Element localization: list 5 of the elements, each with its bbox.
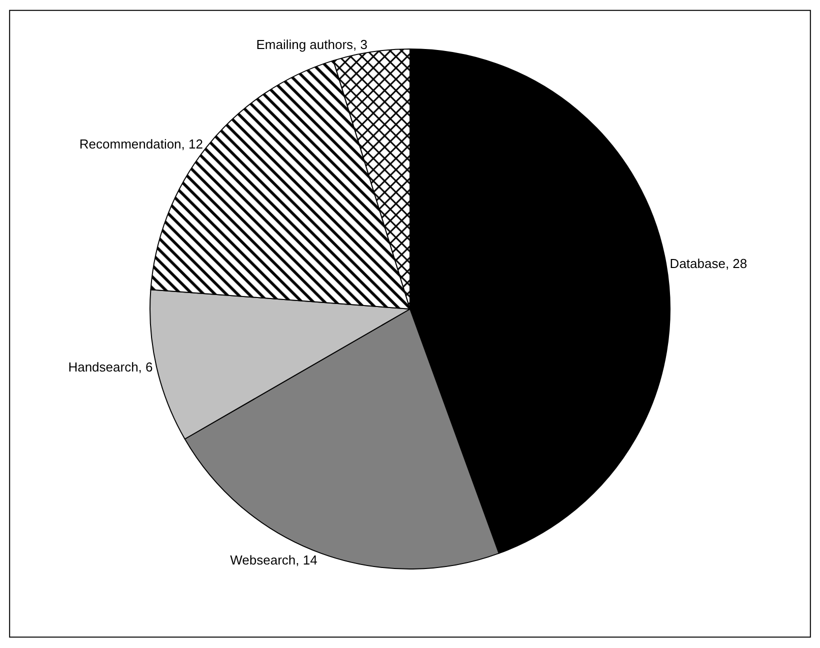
slice-label: Database, 28	[670, 256, 748, 272]
slice-label: Recommendation, 12	[79, 136, 203, 152]
slice-label: Handsearch, 6	[68, 360, 153, 375]
slice-label: Emailing authors, 3	[256, 37, 368, 52]
slice-label: Websearch, 14	[230, 552, 318, 568]
